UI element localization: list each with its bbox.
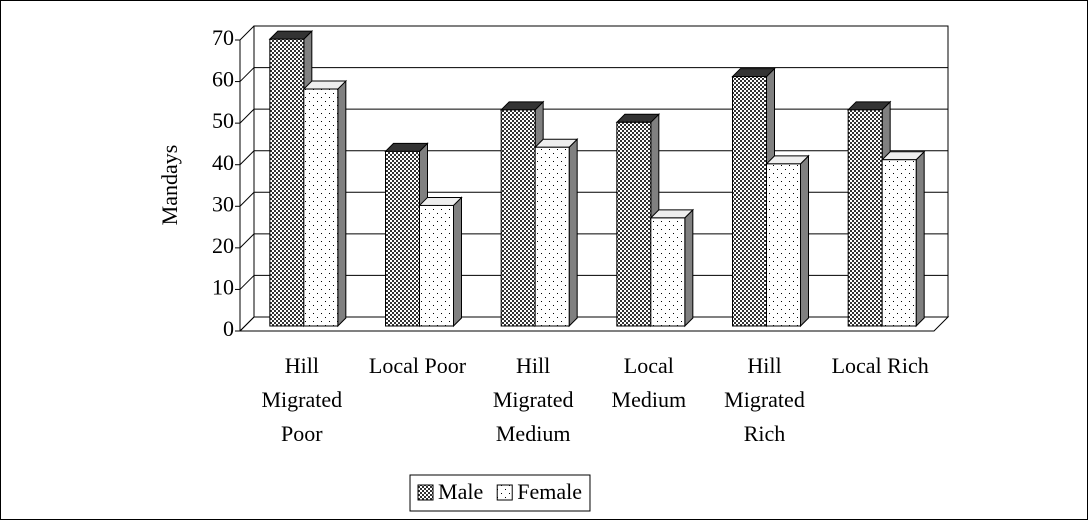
bar-top — [615, 113, 661, 123]
bar — [534, 146, 570, 327]
grid-line — [239, 25, 255, 41]
bar-top — [846, 101, 892, 111]
y-tick-label: 50 — [212, 108, 234, 133]
bar-side — [800, 154, 809, 328]
bar — [385, 150, 420, 327]
bar-side — [915, 150, 925, 328]
bar-side — [337, 79, 347, 328]
y-tick-label: 40 — [212, 150, 234, 175]
y-tick-label: 0 — [223, 316, 234, 341]
bar-side — [568, 138, 578, 328]
x-tick-label: Hill Migrated Poor — [261, 353, 343, 446]
x-tick-label: Hill Migrated Rich — [724, 353, 805, 446]
legend-swatch — [417, 484, 434, 501]
y-axis-title: Mandays — [157, 145, 182, 226]
x-tick-label: Local Medium — [611, 353, 687, 412]
floor — [238, 316, 950, 332]
back-wall — [253, 25, 949, 318]
bar-top — [384, 142, 429, 152]
y-tick-label: 60 — [212, 67, 234, 92]
bar — [732, 76, 767, 327]
bar-top — [268, 30, 314, 40]
legend-label: Male — [438, 479, 483, 504]
bar — [847, 109, 883, 327]
grid-line — [239, 150, 255, 166]
grid-line — [239, 233, 255, 249]
bar — [419, 204, 454, 327]
x-tick-label: Local Rich — [831, 353, 929, 378]
y-tick-label: 70 — [212, 25, 234, 50]
bar-side — [684, 208, 694, 328]
x-tick-label: Local Poor — [368, 353, 467, 378]
bar — [500, 109, 536, 327]
y-tick-label: 20 — [212, 233, 234, 258]
grid-line — [239, 67, 255, 82]
bar-top — [765, 155, 810, 165]
bar — [881, 159, 917, 327]
bar — [303, 88, 339, 327]
grid-line — [239, 316, 255, 332]
bar-top — [649, 209, 695, 219]
bar-side — [453, 196, 462, 328]
bar-top — [302, 80, 348, 90]
bar — [269, 38, 305, 327]
bar-top — [499, 101, 545, 111]
bar-top — [418, 196, 463, 206]
bar-top — [880, 151, 926, 161]
bar — [616, 121, 652, 327]
bar-top — [533, 138, 579, 148]
legend-swatch — [496, 484, 513, 501]
x-tick-label: Hill Migrated Medium — [492, 353, 574, 446]
bar-top — [731, 68, 776, 78]
grid-line — [239, 108, 255, 124]
y-tick-label: 10 — [212, 274, 234, 299]
grid-line — [239, 191, 255, 207]
bar — [650, 217, 686, 327]
legend-label: Female — [517, 479, 582, 504]
grid-line — [239, 275, 255, 290]
bar — [766, 163, 801, 327]
y-tick-label: 30 — [212, 191, 234, 216]
